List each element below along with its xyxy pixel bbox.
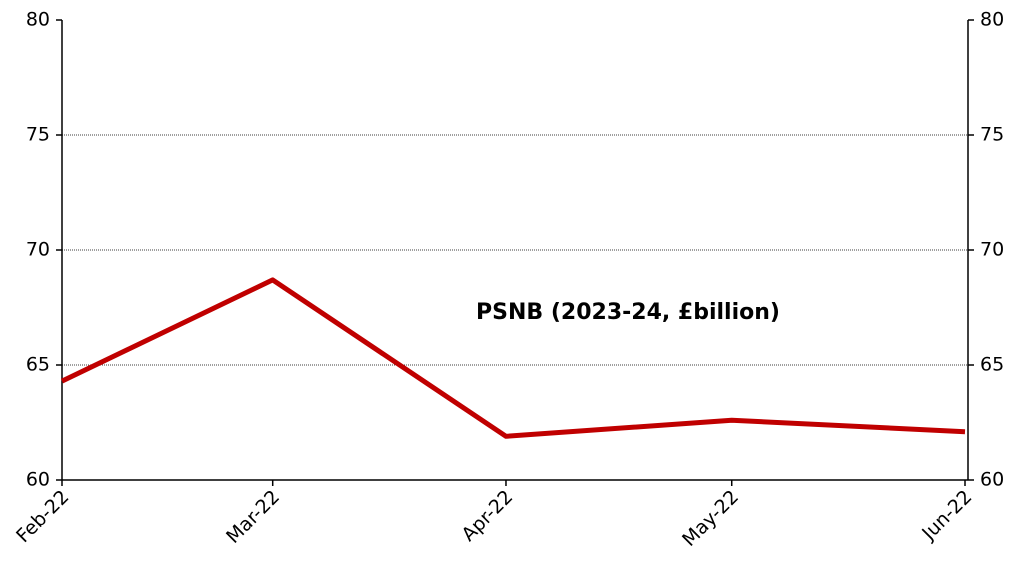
y-tick-label: 80: [26, 9, 50, 31]
y2-tick-label: 75: [980, 124, 1004, 146]
x-tick-label: Feb-22: [12, 486, 73, 547]
y2-tick-label: 70: [980, 239, 1004, 261]
x-tick-label: Mar-22: [222, 486, 284, 548]
annotation: PSNB (2023-24, £billion): [476, 300, 780, 325]
y-tick-label: 75: [26, 124, 50, 146]
y2-tick-label: 80: [980, 9, 1004, 31]
y-tick-label: 70: [26, 239, 50, 261]
y-tick-label: 65: [26, 354, 50, 376]
y-tick-label: 60: [26, 469, 50, 491]
series-line: [60, 277, 966, 439]
x-tick-label: Jun-22: [917, 486, 976, 545]
y2-tick-label: 60: [980, 469, 1004, 491]
x-tick-label: May-22: [678, 486, 743, 551]
x-tick-label: Apr-22: [458, 486, 518, 546]
y2-tick-label: 65: [980, 354, 1004, 376]
